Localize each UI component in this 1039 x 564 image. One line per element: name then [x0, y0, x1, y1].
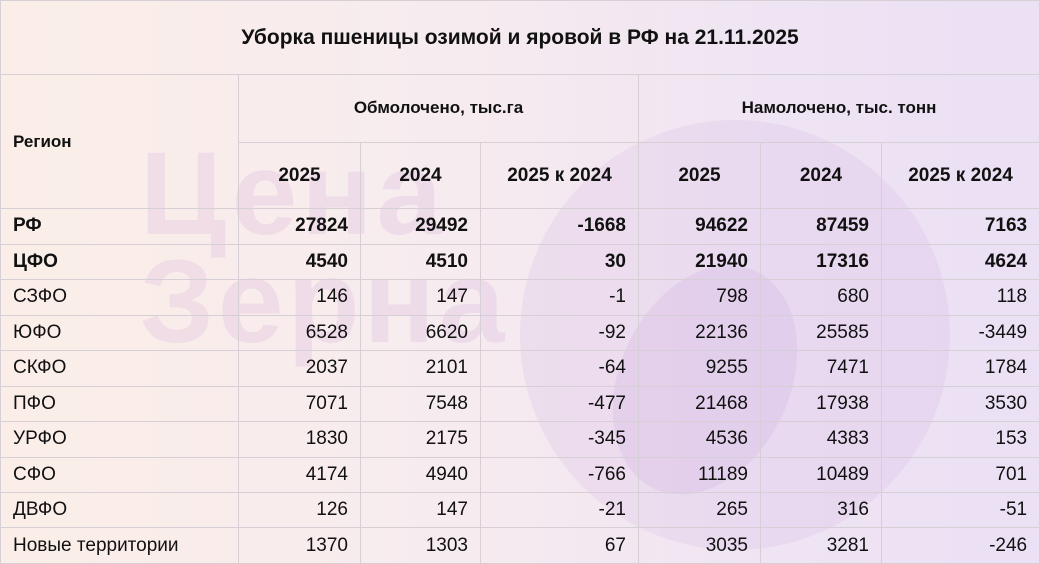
value-cell: 10489 [760, 456, 882, 493]
value-cell: 94622 [638, 208, 761, 245]
value-cell: 1370 [238, 527, 361, 564]
table-row: ЦФО 4540 4510 30 21940 17316 4624 [0, 243, 1039, 281]
region-cell: ДВФО [0, 491, 239, 529]
table-row: УРФО 1830 2175 -345 4536 4383 153 [0, 421, 1039, 458]
value-cell: 4940 [360, 456, 481, 493]
subheader-cell: 2025 [238, 141, 361, 210]
region-cell: СКФО [0, 350, 239, 387]
value-cell: 25585 [760, 314, 882, 352]
value-cell: -64 [480, 350, 639, 387]
header-region: Регион [0, 74, 239, 210]
value-cell: 30 [480, 243, 639, 281]
value-cell: 1303 [360, 527, 481, 564]
value-cell: 3530 [880, 385, 1039, 423]
region-cell: СЗФО [0, 279, 239, 316]
header-threshed-area: Обмолочено, тыс.га [238, 74, 639, 143]
region-cell: ЦФО [0, 243, 239, 281]
value-cell: 3281 [760, 527, 882, 564]
region-cell: УРФО [0, 421, 239, 458]
region-cell: ЮФО [0, 314, 239, 352]
value-cell: 701 [880, 456, 1039, 493]
value-cell: 17938 [760, 385, 882, 423]
value-cell: -51 [880, 491, 1039, 529]
table-row: РФ 27824 29492 -1668 94622 87459 7163 [0, 208, 1039, 245]
table-row: ДВФО 126 147 -21 265 316 -51 [0, 491, 1039, 529]
region-cell: Новые территории [0, 527, 239, 564]
value-cell: 4536 [638, 421, 761, 458]
value-cell: 29492 [360, 208, 481, 245]
table-row: Новые территории 1370 1303 67 3035 3281 -246 [0, 527, 1039, 564]
value-cell: 680 [760, 279, 882, 316]
value-cell: 17316 [760, 243, 882, 281]
value-cell: 7071 [238, 385, 361, 423]
value-cell: 798 [638, 279, 761, 316]
subheader-cell: 2024 [760, 141, 882, 210]
table-row: СЗФО 146 147 -1 798 680 118 [0, 279, 1039, 316]
value-cell: 4624 [880, 243, 1039, 281]
value-cell: 4174 [238, 456, 361, 493]
value-cell: 9255 [638, 350, 761, 387]
header-harvested-volume: Намолочено, тыс. тонн [637, 74, 1039, 143]
value-cell: 7548 [360, 385, 481, 423]
value-cell: 265 [638, 491, 761, 529]
region-cell: РФ [0, 208, 239, 245]
table-row: СКФО 2037 2101 -64 9255 7471 1784 [0, 350, 1039, 387]
value-cell: 4510 [360, 243, 481, 281]
value-cell: 118 [880, 279, 1039, 316]
value-cell: 1784 [880, 350, 1039, 387]
value-cell: 21468 [638, 385, 761, 423]
value-cell: -3449 [880, 314, 1039, 352]
subheader-cell: 2025 к 2024 [880, 141, 1039, 210]
value-cell: 22136 [638, 314, 761, 352]
value-cell: -1 [480, 279, 639, 316]
value-cell: 3035 [638, 527, 761, 564]
table-row: ЮФО 6528 6620 -92 22136 25585 -3449 [0, 314, 1039, 352]
value-cell: 21940 [638, 243, 761, 281]
value-cell: 7471 [760, 350, 882, 387]
value-cell: 87459 [760, 208, 882, 245]
value-cell: 146 [238, 279, 361, 316]
value-cell: 11189 [638, 456, 761, 493]
value-cell: 6528 [238, 314, 361, 352]
subheader-cell: 2025 к 2024 [480, 141, 639, 210]
value-cell: 6620 [360, 314, 481, 352]
value-cell: 4383 [760, 421, 882, 458]
value-cell: 147 [360, 491, 481, 529]
value-cell: -92 [480, 314, 639, 352]
value-cell: 7163 [880, 208, 1039, 245]
value-cell: 1830 [238, 421, 361, 458]
region-cell: СФО [0, 456, 239, 493]
table-title: Уборка пшеницы озимой и яровой в РФ на 2… [0, 0, 1039, 76]
value-cell: -246 [880, 527, 1039, 564]
value-cell: 2037 [238, 350, 361, 387]
value-cell: 153 [880, 421, 1039, 458]
value-cell: -766 [480, 456, 639, 493]
value-cell: 126 [238, 491, 361, 529]
value-cell: -1668 [480, 208, 639, 245]
value-cell: -21 [480, 491, 639, 529]
value-cell: 2175 [360, 421, 481, 458]
value-cell: -345 [480, 421, 639, 458]
value-cell: 2101 [360, 350, 481, 387]
value-cell: 147 [360, 279, 481, 316]
value-cell: 27824 [238, 208, 361, 245]
value-cell: 67 [480, 527, 639, 564]
subheader-cell: 2024 [360, 141, 481, 210]
value-cell: 316 [760, 491, 882, 529]
value-cell: 4540 [238, 243, 361, 281]
subheader-cell: 2025 [638, 141, 761, 210]
table-row: СФО 4174 4940 -766 11189 10489 701 [0, 456, 1039, 493]
region-cell: ПФО [0, 385, 239, 423]
table-row: ПФО 7071 7548 -477 21468 17938 3530 [0, 385, 1039, 423]
value-cell: -477 [480, 385, 639, 423]
